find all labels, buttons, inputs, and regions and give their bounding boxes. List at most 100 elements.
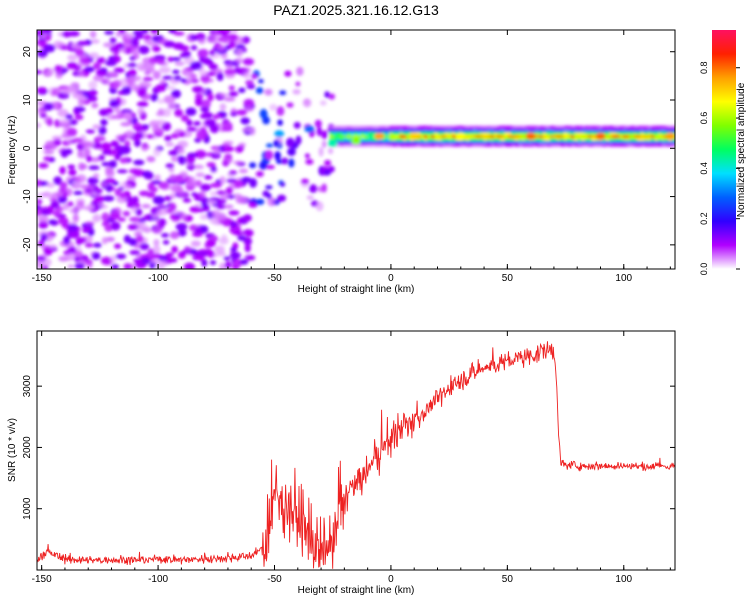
spectrogram-cell [140, 82, 153, 88]
spectrogram-cell [162, 75, 173, 80]
spectrogram-cell [176, 147, 186, 155]
spectrogram-cell [150, 186, 158, 193]
spectrogram-cell [192, 164, 205, 170]
spectrogram-cell [208, 63, 218, 70]
x-tick-label: -50 [267, 574, 282, 585]
spectrogram-y-axis: -20 -10 0 10 20 [22, 46, 675, 252]
y-tick-label: 0 [22, 145, 33, 151]
spectrogram-cell [142, 170, 152, 178]
spectrogram-cell [218, 237, 229, 245]
spectrogram-cell [133, 159, 145, 166]
spectrogram-cell [122, 39, 131, 48]
spectrogram-cell [186, 127, 198, 132]
spectrogram-cell [109, 46, 121, 53]
spectrogram-cell [43, 102, 54, 111]
snr-x-label: Height of straight line (km) [298, 585, 415, 596]
spectrogram-cell [223, 256, 231, 261]
spectrogram-cell [193, 121, 201, 126]
spectrogram-cell [53, 176, 63, 185]
spectrogram-cell [295, 135, 302, 145]
spectrogram-cell [219, 193, 230, 200]
spectrogram-cell [255, 198, 265, 205]
spectrogram-cell [295, 81, 301, 87]
spectrogram-cell [264, 150, 274, 160]
spectrogram-cell [77, 98, 84, 107]
spectrogram-cell [134, 126, 144, 132]
spectrogram-cell [214, 212, 227, 221]
spectrogram-cell [67, 223, 79, 232]
spectrogram-cell [229, 220, 237, 228]
spectrogram-cell [219, 103, 227, 111]
spectrogram-cell [671, 125, 675, 130]
spectrogram-cell [138, 45, 150, 55]
x-tick-label: 100 [615, 574, 632, 585]
spectrogram-cell [96, 71, 108, 76]
spectrogram-cell [249, 178, 258, 188]
spectrogram-cell [43, 44, 56, 53]
spectrogram-cell [201, 258, 208, 267]
spectrogram-cell [201, 112, 211, 117]
spectrogram-cell [174, 174, 184, 183]
spectrogram-cell [218, 93, 229, 98]
spectrogram-cell [72, 250, 84, 259]
spectrogram-cell [137, 107, 145, 116]
colorbar-tick-label: 0.2 [699, 212, 709, 225]
spectrogram-cell [66, 127, 78, 137]
spectrogram-cell [164, 135, 172, 142]
spectrogram-cell [72, 137, 84, 143]
spectrogram-cell [75, 201, 85, 211]
spectrogram-cell [74, 262, 85, 269]
spectrogram-cell [245, 255, 256, 261]
spectrogram-cell [167, 56, 174, 62]
spectrogram-cell [195, 172, 205, 178]
spectrogram-cell [292, 89, 301, 95]
spectrogram-cell [199, 190, 207, 199]
colorbar-tick-label: 0.0 [699, 263, 709, 276]
spectrogram-cell [202, 79, 209, 84]
spectrogram-cell [109, 212, 121, 220]
spectrogram-cell [328, 93, 336, 100]
spectrogram-cell [171, 245, 179, 254]
spectrogram-cell [200, 183, 212, 192]
x-tick-label: 50 [502, 574, 514, 585]
spectrogram-cell [277, 119, 283, 126]
spectrogram-cell [199, 213, 209, 221]
spectrogram-cell [317, 186, 325, 193]
spectrogram-cell [102, 42, 115, 48]
spectrogram-cell [266, 193, 272, 199]
spectrogram-cell [138, 221, 147, 227]
spectrogram-cell [73, 190, 83, 196]
spectrogram-cell [156, 119, 166, 126]
spectrogram-cell [152, 226, 163, 235]
spectrogram-x-label: Height of straight line (km) [298, 284, 415, 295]
x-tick-label: -150 [32, 574, 52, 585]
spectrogram-cell [119, 157, 128, 164]
spectrogram-cell [86, 203, 95, 211]
spectrogram-cell [119, 192, 126, 199]
spectrogram-cell [304, 153, 310, 159]
spectrogram-cell [168, 167, 175, 173]
spectrogram-cell [170, 155, 179, 163]
spectrogram-cell [318, 146, 324, 157]
spectrogram-cell [37, 49, 48, 58]
spectrogram-cell [162, 239, 170, 245]
spectrogram-cell [219, 176, 226, 185]
spectrogram-cell [200, 106, 210, 113]
spectrogram-cell [87, 177, 99, 185]
spectrogram-cell [181, 50, 192, 58]
spectrogram-cell [665, 132, 675, 140]
spectrogram-cell [113, 67, 125, 73]
spectrogram-cell [175, 186, 184, 195]
spectrogram-cell [288, 158, 295, 168]
spectrogram-cell [91, 102, 99, 109]
spectrogram-cell [37, 255, 46, 262]
spectrogram-cell [216, 72, 224, 82]
spectrogram-cell [92, 173, 100, 179]
spectrogram-cell [175, 223, 188, 231]
spectrogram-cell [68, 169, 77, 176]
spectrogram-cell [141, 145, 151, 150]
spectrogram-cell [133, 258, 144, 263]
spectrogram-cell [42, 191, 52, 198]
spectrogram-cell [101, 77, 111, 86]
spectrogram-cell [155, 84, 167, 92]
